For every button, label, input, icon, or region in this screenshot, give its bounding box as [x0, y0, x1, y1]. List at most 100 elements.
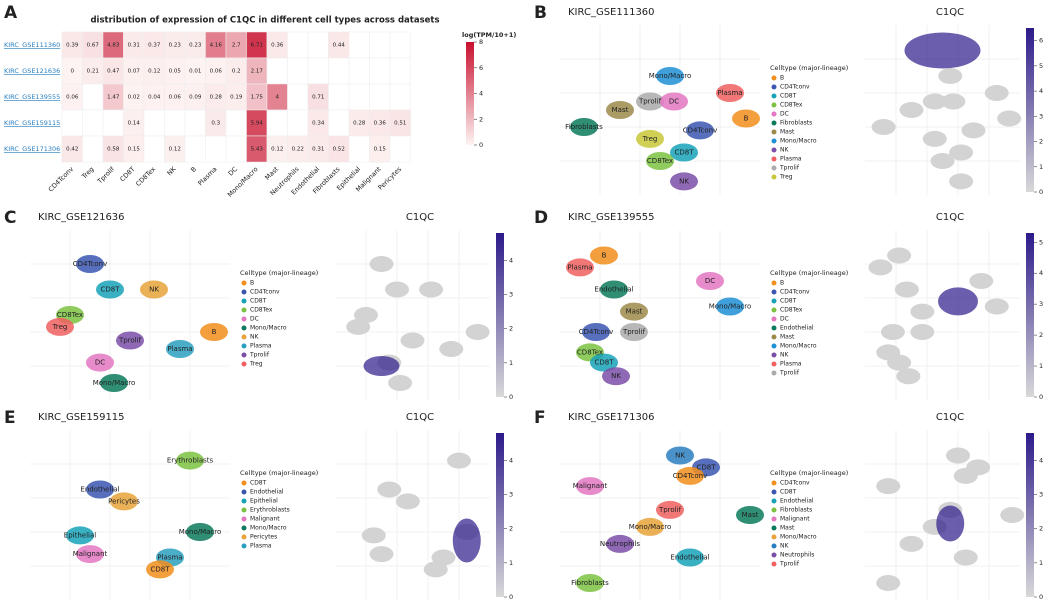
cell-value: 0.01	[189, 69, 201, 75]
cell-value: 0.2	[232, 69, 241, 75]
colorbar-tick-label: 0	[1039, 593, 1043, 601]
cell-value: 4.16	[210, 43, 223, 49]
cell-cluster	[670, 143, 698, 162]
cell-bg	[225, 109, 247, 137]
feature-cells	[899, 535, 924, 552]
row-label[interactable]: KIRC_GSE111360	[4, 41, 60, 49]
legend-label: CD8T	[780, 93, 797, 100]
umap-title: KIRC_GSE171306	[568, 412, 655, 423]
column-label: Mast	[263, 165, 280, 182]
feature-hotspot	[904, 32, 981, 69]
legend-swatch	[241, 343, 247, 349]
column-label: Pericytes	[377, 165, 404, 192]
cell-value: 0.67	[87, 43, 100, 49]
feature-cells	[419, 281, 444, 298]
feature-cells	[896, 368, 921, 385]
legend-swatch	[241, 334, 247, 340]
panel-label: B	[534, 3, 547, 23]
cell-cluster	[716, 84, 744, 102]
cell-value: 0	[71, 69, 75, 75]
legend-swatch	[771, 165, 777, 171]
legend-swatch	[771, 343, 777, 349]
legend-label: Mono/Macro	[780, 343, 817, 350]
legend-swatch	[771, 280, 777, 286]
feature-cells	[887, 247, 912, 264]
cluster-label: CD8Tex	[647, 157, 673, 165]
row-label[interactable]: KIRC_GSE121636	[4, 67, 60, 75]
legend-label: DC	[780, 316, 789, 323]
cell-bg	[389, 31, 411, 59]
cluster-label: Endothelial	[594, 286, 633, 294]
colorbar-tick-label: 6	[479, 64, 483, 72]
cell-bg	[287, 109, 309, 137]
colorbar	[496, 433, 504, 597]
cluster-label: CD8T	[674, 149, 694, 157]
legend-swatch	[771, 138, 777, 144]
legend-label: Endothelial	[250, 489, 284, 496]
cell-value: 0.3	[211, 121, 220, 127]
cell-bg	[266, 57, 288, 85]
cell-bg	[307, 57, 329, 85]
legend-label: Plasma	[250, 543, 272, 550]
cell-value: 0.04	[148, 95, 161, 101]
legend-title: Celltype (major-lineage)	[770, 469, 848, 477]
cell-cluster	[76, 545, 104, 564]
legend-label: Mono/Macro	[250, 325, 287, 332]
row-label[interactable]: KIRC_GSE171306	[4, 145, 60, 153]
row-label[interactable]: KIRC_GSE159115	[4, 119, 60, 127]
feature-cells	[400, 332, 425, 349]
legend-swatch	[241, 352, 247, 358]
feature-cells	[377, 481, 402, 498]
legend-title: Celltype (major-lineage)	[240, 469, 318, 477]
feature-cells	[953, 549, 978, 566]
colorbar-tick-label: 4	[1039, 456, 1043, 464]
column-label: Treg	[80, 165, 96, 181]
cell-cluster	[576, 574, 604, 592]
legend-swatch	[241, 525, 247, 531]
legend-swatch	[241, 316, 247, 322]
cell-value: 0.19	[230, 95, 243, 101]
cell-cluster	[716, 297, 744, 316]
legend-swatch	[771, 525, 777, 531]
cell-cluster	[140, 280, 168, 299]
cell-bg	[184, 109, 206, 137]
legend-label: CD4Tconv	[780, 480, 810, 487]
cluster-label: NK	[679, 177, 689, 185]
chart-title: distribution of expression of C1QC in di…	[90, 16, 439, 26]
cell-bg	[328, 109, 350, 137]
feature-cells	[887, 354, 912, 371]
cell-cluster	[606, 101, 634, 119]
cell-value: 0.44	[333, 43, 346, 49]
cluster-label: Mono/Macro	[93, 379, 136, 387]
legend-label: B	[780, 75, 784, 82]
feature-cells	[361, 527, 386, 544]
legend-label: Treg	[779, 174, 793, 181]
colorbar-tick-label: 2	[509, 525, 513, 533]
cell-bg	[307, 31, 329, 59]
column-label: CD8Tex	[134, 165, 157, 188]
feature-cells	[447, 452, 471, 469]
legend-label: CD8Tex	[780, 307, 803, 314]
feature-cells	[899, 102, 924, 118]
cell-bg	[164, 109, 186, 137]
legend-label: CD8T	[250, 480, 267, 487]
row-label[interactable]: KIRC_GSE139555	[4, 93, 60, 101]
cell-cluster	[176, 451, 204, 470]
colorbar-tick-label: 0	[509, 393, 513, 401]
feature-cells	[949, 173, 974, 190]
feature-cells	[439, 341, 464, 357]
legend-swatch	[771, 156, 777, 162]
legend-label: CD8T	[250, 298, 267, 305]
colorbar-tick-label: 0	[1039, 393, 1043, 401]
legend-swatch	[241, 498, 247, 504]
cell-cluster	[686, 121, 714, 140]
cell-bg	[328, 83, 350, 111]
cell-bg	[82, 109, 104, 137]
cell-cluster	[696, 272, 724, 290]
cell-value: 5.43	[251, 147, 264, 153]
cell-cluster	[76, 255, 104, 273]
cluster-label: Mono/Macro	[179, 528, 222, 536]
cluster-label: Mast	[612, 106, 629, 114]
cell-value: 0.31	[128, 43, 140, 49]
